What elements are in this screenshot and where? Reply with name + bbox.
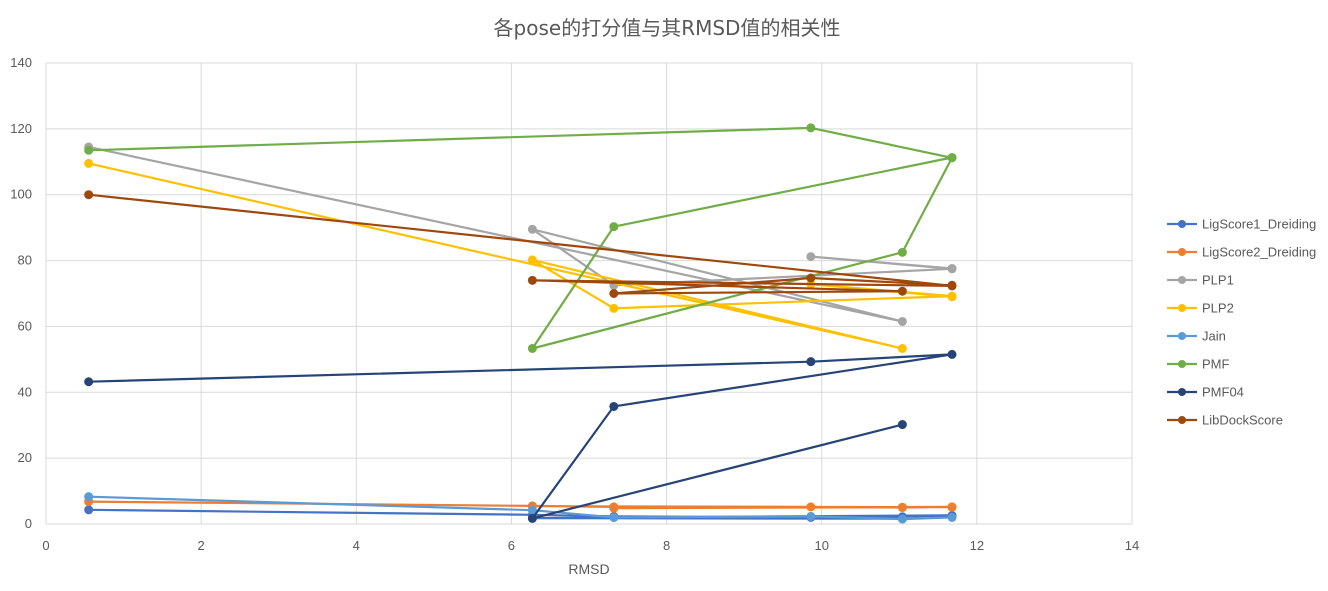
x-tick-label: 10 <box>814 538 828 553</box>
legend-label: PLP2 <box>1202 301 1234 316</box>
legend-marker <box>1178 304 1186 312</box>
axis-tick-labels: 0 20 40 60 80 100 120 140 0 2 4 6 8 10 12 14 <box>10 55 1139 553</box>
series-line <box>88 500 954 510</box>
series-line <box>88 495 953 521</box>
series-line <box>88 508 954 520</box>
series-line <box>88 193 954 295</box>
data-point <box>806 502 816 512</box>
series-Jain <box>84 492 957 524</box>
y-tick-label: 40 <box>18 384 32 399</box>
y-tick-label: 60 <box>18 318 32 333</box>
data-point <box>527 275 537 285</box>
y-tick-label: 120 <box>10 121 32 136</box>
data-point <box>84 145 94 155</box>
data-point <box>527 343 537 353</box>
x-tick-label: 14 <box>1125 538 1139 553</box>
plot-area-frame <box>45 62 1133 525</box>
x-tick-label: 0 <box>42 538 49 553</box>
data-point <box>897 316 907 326</box>
data-point <box>84 158 94 168</box>
x-tick-label: 8 <box>663 538 670 553</box>
series-PLP1 <box>84 142 957 326</box>
y-tick-label: 80 <box>18 253 32 268</box>
legend-item: PMF <box>1167 357 1230 372</box>
legend-marker <box>1178 416 1186 424</box>
legend-marker <box>1178 360 1186 368</box>
legend-item: LigScore1_Dreiding <box>1167 217 1316 232</box>
data-point <box>947 292 957 302</box>
legend-label: PMF <box>1202 357 1230 372</box>
data-point <box>947 263 957 273</box>
data-point <box>897 420 907 430</box>
legend-marker <box>1178 220 1186 228</box>
series-line <box>88 353 954 520</box>
legend-label: LibDockScore <box>1202 413 1283 428</box>
series-PLP2 <box>84 158 957 353</box>
legend-item: PMF04 <box>1167 385 1244 400</box>
y-tick-label: 140 <box>10 55 32 70</box>
data-point <box>609 303 619 313</box>
data-point <box>527 513 537 523</box>
data-point <box>897 286 907 296</box>
legend-item: LigScore2_Dreiding <box>1167 245 1316 260</box>
series-layer <box>84 123 957 524</box>
series-LibDockScore <box>84 190 957 298</box>
x-tick-label: 6 <box>508 538 515 553</box>
data-point <box>527 224 537 234</box>
data-point <box>947 280 957 290</box>
data-point <box>84 190 94 200</box>
data-point <box>947 153 957 163</box>
y-tick-label: 20 <box>18 450 32 465</box>
legend-item: LibDockScore <box>1167 413 1283 428</box>
series-line <box>88 162 954 350</box>
legend-item: PLP1 <box>1167 273 1234 288</box>
data-point <box>806 357 816 367</box>
data-point <box>897 247 907 257</box>
x-tick-label: 4 <box>353 538 360 553</box>
series-line <box>88 145 954 323</box>
data-point <box>806 511 816 521</box>
legend-label: PMF04 <box>1202 385 1244 400</box>
legend-label: PLP1 <box>1202 273 1234 288</box>
data-point <box>806 252 816 262</box>
legend-marker <box>1178 332 1186 340</box>
x-tick-label: 12 <box>970 538 984 553</box>
series-PMF04 <box>84 349 957 523</box>
legend-item: PLP2 <box>1167 301 1234 316</box>
legend-marker <box>1178 388 1186 396</box>
chart-title: 各pose的打分值与其RMSD值的相关性 <box>494 16 841 40</box>
legend-marker <box>1178 276 1186 284</box>
x-axis-title: RMSD <box>568 561 609 577</box>
legend-marker <box>1178 248 1186 256</box>
legend-item: Jain <box>1167 329 1226 344</box>
series-line <box>88 126 954 350</box>
data-point <box>609 289 619 298</box>
y-tick-label: 100 <box>10 187 32 202</box>
data-point <box>897 502 907 512</box>
data-point <box>527 255 537 265</box>
legend-label: LigScore2_Dreiding <box>1202 245 1316 260</box>
data-point <box>609 222 619 232</box>
data-point <box>84 492 94 502</box>
data-point <box>947 502 957 512</box>
legend: LigScore1_Dreiding LigScore2_Dreiding PLP1… <box>1167 217 1316 428</box>
series-PMF <box>84 123 957 353</box>
data-point <box>947 512 957 522</box>
data-point <box>609 401 619 411</box>
data-point <box>897 514 907 524</box>
data-point <box>609 512 619 522</box>
y-tick-label: 0 <box>25 516 32 531</box>
legend-label: Jain <box>1202 329 1226 344</box>
data-point <box>609 503 619 513</box>
data-point <box>897 343 907 353</box>
x-tick-label: 2 <box>198 538 205 553</box>
data-point <box>947 349 957 359</box>
data-point <box>806 123 816 133</box>
legend-label: LigScore1_Dreiding <box>1202 217 1316 232</box>
data-point <box>84 505 94 515</box>
data-point <box>806 273 816 283</box>
data-point <box>84 377 94 387</box>
